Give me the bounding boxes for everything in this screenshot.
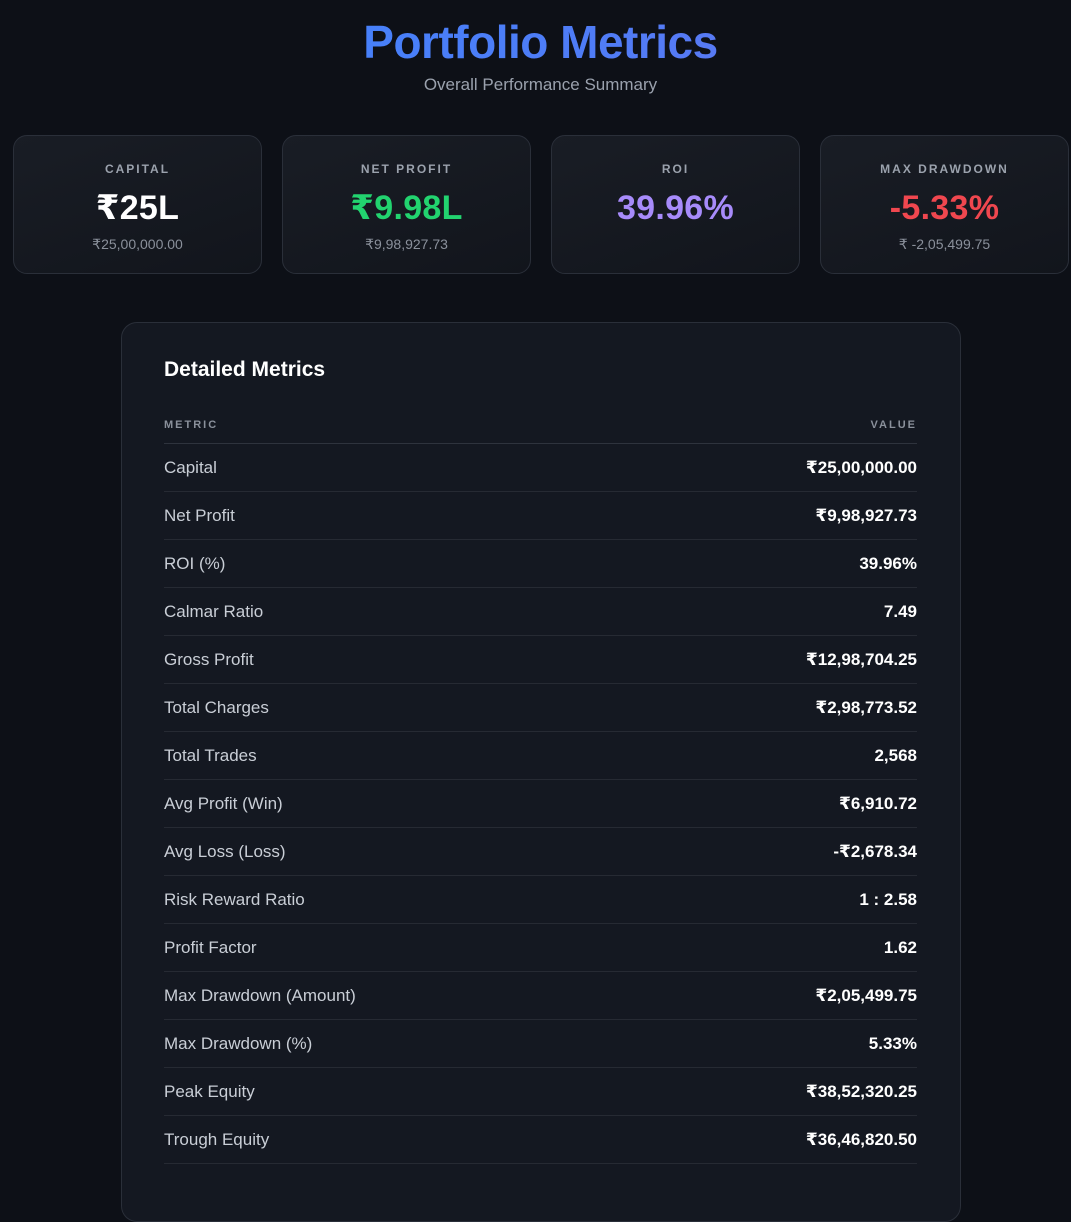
metric-value: ₹2,98,773.52 [815, 697, 917, 717]
metric-name: Total Charges [164, 697, 269, 717]
card-label: ROI [661, 162, 690, 176]
max-drawdown-card: MAX DRAWDOWN -5.33% ₹ -2,05,499.75 [820, 135, 1069, 274]
metric-value: 7.49 [883, 601, 917, 621]
metric-value: ₹2,05,499.75 [815, 985, 917, 1005]
metric-value: ₹6,910.72 [838, 793, 917, 813]
metrics-table: METRIC VALUE Capital ₹25,00,000.00 Net Pro… [164, 418, 917, 1164]
card-label: NET PROFIT [360, 162, 453, 176]
card-value: ₹9.98L [350, 189, 463, 227]
metric-value: ₹38,52,320.25 [805, 1081, 917, 1101]
metric-value: 5.33% [868, 1033, 917, 1053]
metric-value: ₹36,46,820.50 [805, 1129, 917, 1149]
table-row: Capital ₹25,00,000.00 [164, 444, 917, 492]
card-subvalue: ₹ -2,05,499.75 [898, 236, 991, 252]
metric-name: Max Drawdown (%) [164, 1033, 313, 1053]
metric-name: Peak Equity [164, 1081, 255, 1101]
panel-title: Detailed Metrics [164, 358, 326, 381]
metric-name: Max Drawdown (Amount) [164, 985, 356, 1005]
card-subvalue: ₹9,98,927.73 [365, 236, 448, 252]
metric-name: Capital [164, 457, 217, 477]
table-row: Gross Profit ₹12,98,704.25 [164, 636, 917, 684]
metric-name: Trough Equity [164, 1129, 270, 1149]
page-header: Portfolio Metrics Overall Performance Su… [0, 14, 1071, 96]
metric-value: ₹12,98,704.25 [805, 649, 917, 669]
table-row: Avg Profit (Win) ₹6,910.72 [164, 780, 917, 828]
column-header-value: VALUE [870, 419, 917, 431]
metric-name: Avg Loss (Loss) [164, 841, 286, 861]
roi-card: ROI 39.96% [551, 135, 800, 274]
metric-name: Avg Profit (Win) [164, 793, 283, 813]
metric-value: ₹9,98,927.73 [815, 505, 917, 525]
metric-name: Gross Profit [164, 649, 254, 669]
card-label: MAX DRAWDOWN [880, 162, 1009, 176]
table-row: Profit Factor 1.62 [164, 924, 917, 972]
metric-name: Total Trades [164, 745, 257, 765]
page-subtitle: Overall Performance Summary [423, 75, 658, 94]
table-row: Max Drawdown (Amount) ₹2,05,499.75 [164, 972, 917, 1020]
table-row: Avg Loss (Loss) -₹2,678.34 [164, 828, 917, 876]
metric-value: 1 : 2.58 [859, 889, 917, 909]
metric-name: Calmar Ratio [164, 601, 264, 621]
page-title: Portfolio Metrics [0, 14, 1071, 70]
table-header: METRIC VALUE [164, 418, 917, 444]
table-row: Calmar Ratio 7.49 [164, 588, 917, 636]
table-row: Net Profit ₹9,98,927.73 [164, 492, 917, 540]
card-label: CAPITAL [104, 162, 171, 176]
metric-value: 2,568 [874, 745, 917, 765]
table-row: ROI (%) 39.96% [164, 540, 917, 588]
metric-name: Risk Reward Ratio [164, 889, 305, 909]
metric-value: 1.62 [883, 937, 917, 957]
table-row: Trough Equity ₹36,46,820.50 [164, 1116, 917, 1164]
card-value: ₹25L [95, 189, 180, 227]
table-row: Peak Equity ₹38,52,320.25 [164, 1068, 917, 1116]
table-row: Total Trades 2,568 [164, 732, 917, 780]
column-header-metric: METRIC [164, 419, 219, 431]
metric-value: 39.96% [859, 553, 917, 573]
net-profit-card: NET PROFIT ₹9.98L ₹9,98,927.73 [282, 135, 531, 274]
summary-cards: CAPITAL ₹25L ₹25,00,000.00 NET PROFIT ₹9… [13, 135, 1069, 274]
metric-name: ROI (%) [164, 553, 226, 573]
capital-card: CAPITAL ₹25L ₹25,00,000.00 [13, 135, 262, 274]
metric-name: Net Profit [164, 505, 235, 525]
table-body: Capital ₹25,00,000.00 Net Profit ₹9,98,927.… [164, 444, 917, 1164]
detailed-metrics-panel: Detailed Metrics METRIC VALUE Capital ₹25… [121, 322, 961, 1222]
table-row: Total Charges ₹2,98,773.52 [164, 684, 917, 732]
table-row: Max Drawdown (%) 5.33% [164, 1020, 917, 1068]
card-value: -5.33% [889, 189, 1000, 227]
metric-name: Profit Factor [164, 937, 257, 957]
metric-value: -₹2,678.34 [833, 841, 917, 861]
card-subvalue: ₹25,00,000.00 [92, 236, 183, 252]
metric-value: ₹25,00,000.00 [805, 457, 917, 477]
table-row: Risk Reward Ratio 1 : 2.58 [164, 876, 917, 924]
card-value: 39.96% [616, 189, 735, 227]
